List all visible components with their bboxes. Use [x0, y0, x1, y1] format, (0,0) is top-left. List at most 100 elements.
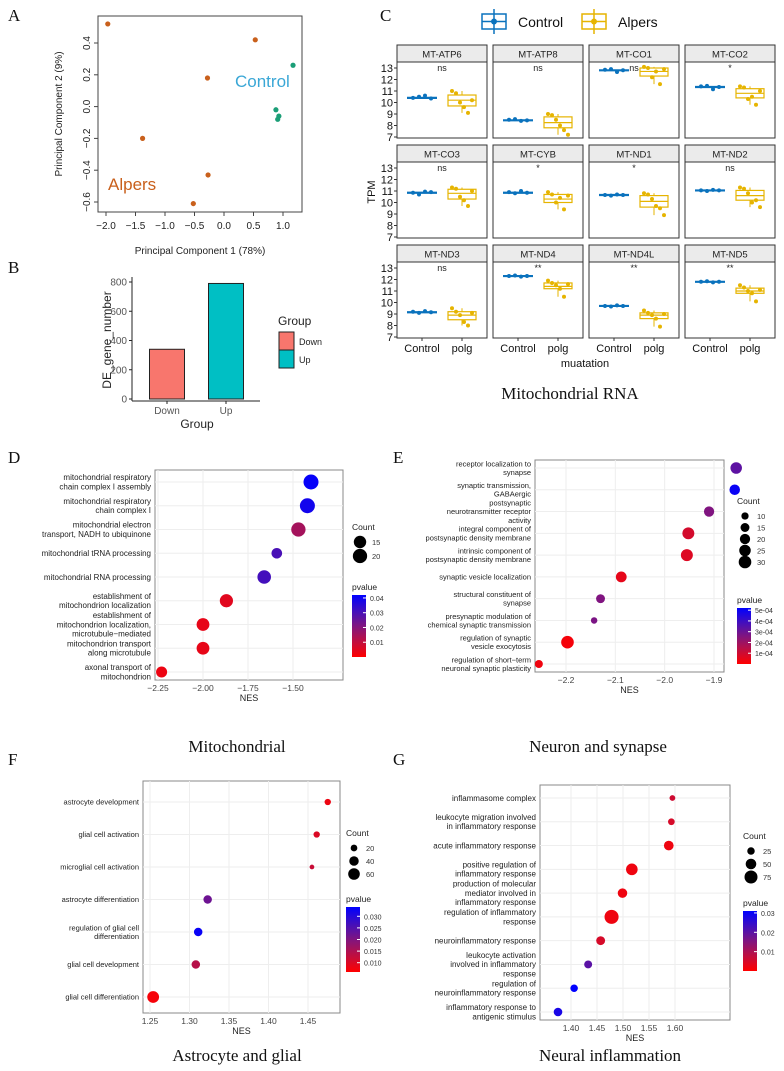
y-axis-label: Principal Component 2 (9%) [54, 51, 65, 176]
x-tick-label: polg [452, 343, 473, 355]
term-label: mediator involved in [465, 889, 536, 898]
polg-point [742, 85, 746, 90]
facet-title: MT-ND5 [712, 250, 747, 261]
term-label: mitochondrial respiratory [63, 497, 151, 506]
significance-label: ns [533, 63, 543, 73]
count-legend-label: 25 [757, 547, 765, 556]
control-point [519, 274, 523, 279]
control-point [621, 303, 625, 308]
y-tick-label: 11 [382, 286, 393, 298]
pca-point-alpers [190, 200, 196, 207]
term-label: microtubule−mediated [72, 630, 151, 639]
control-point [519, 189, 523, 193]
x-tick-label: −1.75 [237, 683, 259, 693]
pca-point-alpers [139, 135, 146, 141]
control-point [609, 304, 613, 309]
term-label: presynaptic modulation of [446, 612, 532, 621]
term-label: involved in inflammatory [450, 960, 536, 969]
facet-title: MT-CO3 [424, 150, 460, 161]
control-point [699, 188, 703, 193]
term-dot [682, 527, 695, 540]
significance-label: ns [725, 163, 735, 173]
y-tick-label: 600 [110, 307, 127, 318]
x-axis-label: Principal Component 1 (78%) [135, 246, 266, 257]
x-tick-label: Control [596, 343, 631, 355]
term-dot [219, 594, 233, 608]
term-label: chain complex I [95, 506, 151, 515]
control-point [423, 309, 427, 314]
term-dot [553, 1007, 563, 1017]
count-legend-dot [740, 523, 750, 532]
term-dot [590, 617, 598, 624]
colorbar-label: 2e-04 [755, 640, 773, 647]
term-label: mitochondrial respiratory [63, 473, 151, 482]
count-legend-label: 20 [757, 535, 765, 544]
facet-mt-co2: MT-CO2 * [684, 44, 776, 139]
control-point [717, 84, 721, 89]
polg-point [742, 285, 746, 290]
colorbar-label: 0.020 [364, 938, 382, 945]
control-point [507, 274, 511, 279]
pca-point-control [290, 62, 296, 68]
legend-label: Down [299, 337, 322, 347]
facet-mt-cyb: MT-CYB * [492, 144, 584, 239]
term-label: mitochondrial RNA processing [44, 573, 151, 582]
polg-point [454, 309, 458, 314]
control-point [603, 67, 607, 72]
term-dot [626, 863, 638, 876]
y-tick-label: 8 [387, 221, 393, 233]
count-legend-label: 30 [757, 558, 765, 567]
term-dot [309, 864, 315, 870]
panel-label-e: E [393, 448, 404, 467]
polg-point [758, 287, 762, 292]
pca-point-alpers [205, 172, 211, 178]
polg-box [447, 188, 477, 200]
control-point [417, 192, 421, 197]
term-dot [147, 991, 160, 1003]
control-point [603, 303, 607, 308]
count-legend-label: 20 [366, 844, 374, 853]
term-label: postsynaptic [489, 499, 531, 508]
control-point [429, 96, 433, 101]
facet-panel [588, 261, 680, 339]
term-label: response [503, 969, 536, 978]
term-label: axonal transport of [85, 663, 152, 672]
control-point [513, 191, 517, 196]
control-point [513, 273, 517, 278]
term-label: glial cell development [67, 960, 140, 969]
polg-point [758, 89, 762, 93]
bar-up [208, 282, 244, 400]
term-label: vesicle exocytosis [471, 642, 531, 651]
polg-point [462, 198, 466, 203]
polg-point [646, 310, 650, 315]
term-dot [663, 840, 674, 851]
term-label: activity [508, 516, 531, 525]
polg-point [454, 91, 458, 96]
term-label: mitochondrion [101, 672, 151, 681]
term-dot [615, 571, 627, 583]
pvalue-legend-title: pvalue [737, 595, 762, 605]
y-tick-label: 13 [381, 263, 393, 275]
colorbar-label: 0.025 [364, 926, 382, 933]
polg-point [742, 186, 746, 191]
x-tick-label: Up [220, 406, 233, 417]
x-tick-label: 1.25 [142, 1016, 159, 1026]
control-point [513, 117, 517, 122]
x-tick-label: −1.5 [126, 221, 146, 232]
control-point [711, 280, 715, 285]
term-dot [203, 895, 212, 904]
term-label: synapse [503, 468, 531, 477]
term-label: regulation of synaptic [460, 634, 531, 643]
term-label: differentiation [94, 932, 139, 941]
term-dot [291, 522, 306, 537]
term-label: structural constituent of [453, 590, 531, 599]
x-axis-label: NES [620, 685, 639, 695]
panel-label-a: A [8, 6, 21, 25]
term-label: leukocyte migration involved [436, 813, 537, 822]
x-tick-label: −0.5 [185, 221, 205, 232]
polg-point [654, 203, 658, 208]
facet-panel [684, 261, 776, 339]
polg-point [458, 313, 462, 318]
pca-point-alpers [105, 21, 111, 27]
